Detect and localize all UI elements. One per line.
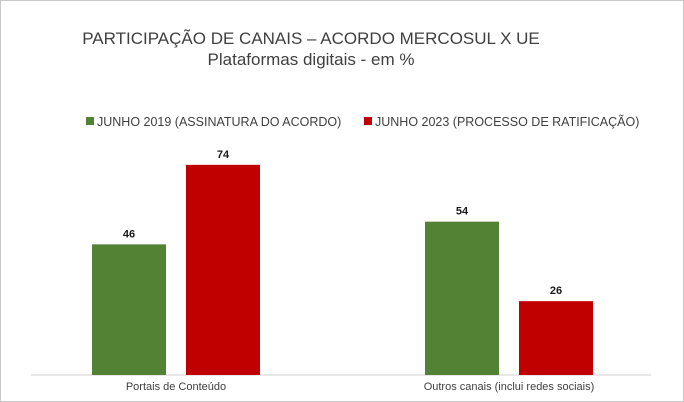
chart-title: PARTICIPAÇÃO DE CANAIS – ACORDO MERCOSUL… <box>82 29 540 48</box>
data-label-series-2-category-1: 74 <box>217 149 230 161</box>
legend-label-series-2: JUNHO 2023 (PROCESSO DE RATIFICAÇÃO) <box>375 115 639 129</box>
data-label-series-1-category-2: 54 <box>456 206 469 218</box>
legend-swatch-series-2 <box>364 117 372 125</box>
data-label-series-1-category-1: 46 <box>123 228 135 240</box>
data-label-series-2-category-2: 26 <box>550 285 562 297</box>
category-label-2: Outros canais (inclui redes sociais) <box>424 381 595 393</box>
bar-series-1-category-2 <box>425 221 499 375</box>
bars-layer <box>92 164 593 375</box>
bar-series-2-category-1 <box>186 164 260 375</box>
chart-subtitle: Plataformas digitais - em % <box>208 50 415 69</box>
category-label-1: Portais de Conteúdo <box>126 381 226 393</box>
bar-series-1-category-1 <box>92 244 166 375</box>
legend-label-series-1: JUNHO 2019 (ASSINATURA DO ACORDO) <box>97 115 341 129</box>
labels-layer: 46 74 Portais de Conteúdo 54 26 Outros canais… <box>123 149 594 393</box>
legend-swatch-series-1 <box>86 117 94 125</box>
bar-series-2-category-2 <box>519 301 593 375</box>
legend: JUNHO 2019 (ASSINATURA DO ACORDO) JUNHO … <box>86 115 639 129</box>
